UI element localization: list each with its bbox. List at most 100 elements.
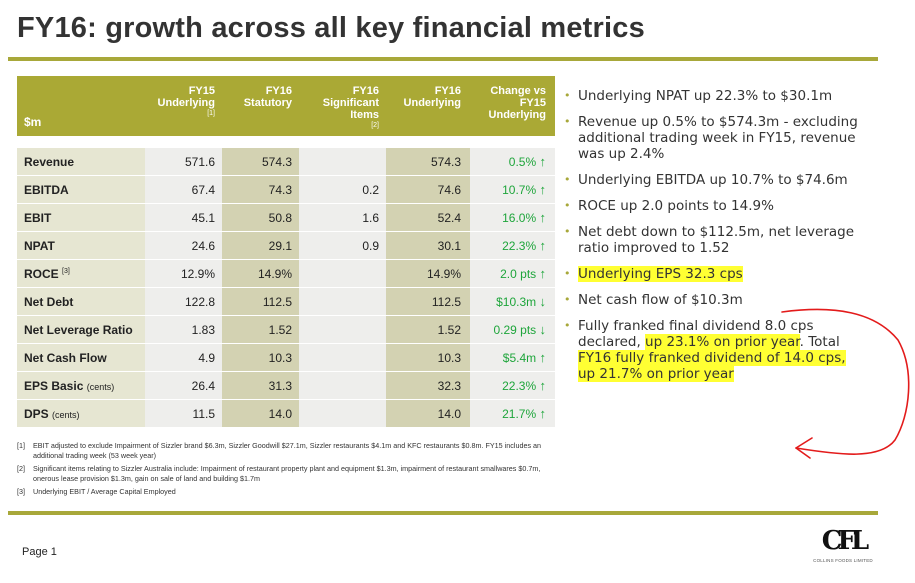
table-row: Net Leverage Ratio 1.83 1.52 1.52 0.29 pts ↓	[17, 315, 555, 344]
cell-fy15-underlying: 122.8	[145, 287, 222, 316]
cell-fy16-underlying: 32.3	[386, 371, 470, 400]
cell-fy16-significant-items	[299, 259, 386, 288]
row-label: EBIT	[17, 203, 145, 232]
cell-change: 16.0% ↑	[470, 203, 555, 232]
bottom-divider	[8, 511, 878, 515]
annotation-arrowhead	[795, 437, 813, 459]
cell-fy16-statutory: 10.3	[222, 343, 299, 372]
point-text: Revenue up 0.5% to $574.3m - excluding a…	[578, 114, 858, 162]
row-label: NPAT	[17, 231, 145, 260]
table-row: EBITDA 67.4 74.3 0.2 74.6 10.7% ↑	[17, 175, 555, 204]
cell-fy16-underlying: 574.3	[386, 148, 470, 176]
key-point-item: Underlying EPS 32.3 cps	[563, 266, 863, 282]
table-row: Net Debt 122.8 112.5 112.5 $10.3m ↓	[17, 287, 555, 316]
cell-fy15-underlying: 26.4	[145, 371, 222, 400]
row-label: DPS (cents)	[17, 399, 145, 428]
cell-fy16-statutory: 29.1	[222, 231, 299, 260]
cell-change: 22.3% ↑	[470, 371, 555, 400]
key-point-item: ROCE up 2.0 points to 14.9%	[563, 198, 863, 214]
cell-fy16-underlying: 10.3	[386, 343, 470, 372]
cell-fy16-significant-items	[299, 315, 386, 344]
table-row: Net Cash Flow 4.9 10.3 10.3 $5.4m ↑	[17, 343, 555, 372]
footnote: [1] EBIT adjusted to exclude Impairment o…	[17, 441, 542, 460]
cell-fy15-underlying: 1.83	[145, 315, 222, 344]
table-row: ROCE [3] 12.9% 14.9% 14.9% 2.0 pts ↑	[17, 259, 555, 288]
footnote: [3] Underlying EBIT / Average Capital Emp…	[17, 487, 176, 496]
table-row: Revenue 571.6 574.3 574.3 0.5% ↑	[17, 148, 555, 176]
point-text: Fully franked final dividend 8.0 cps dec…	[578, 318, 814, 350]
financial-table: $m FY15 Underlying [1] FY16 Statutory FY1…	[17, 76, 555, 428]
cell-fy16-statutory: 14.0	[222, 399, 299, 428]
arrow-down-icon: ↓	[539, 322, 547, 337]
footnote: [2] Significant items relating to Sizzler…	[17, 464, 541, 483]
cell-change: 22.3% ↑	[470, 231, 555, 260]
key-points-list: Underlying NPAT up 22.3% to $30.1m Revenu…	[563, 88, 863, 392]
point-text: . Total	[799, 334, 840, 350]
col-header-change: Change vs FY15 Underlying	[470, 76, 555, 136]
cell-fy16-statutory: 31.3	[222, 371, 299, 400]
cell-fy16-underlying: 14.9%	[386, 259, 470, 288]
cell-fy15-underlying: 4.9	[145, 343, 222, 372]
row-label: Net Cash Flow	[17, 343, 145, 372]
key-point-item: Underlying EBITDA up 10.7% to $74.6m	[563, 172, 863, 188]
cell-fy16-underlying: 1.52	[386, 315, 470, 344]
table-row: DPS (cents) 11.5 14.0 14.0 21.7% ↑	[17, 399, 555, 428]
col-header-fy15-underlying: FY15 Underlying [1]	[145, 76, 222, 136]
cell-fy16-significant-items	[299, 371, 386, 400]
cell-fy16-underlying: 14.0	[386, 399, 470, 428]
cell-change: 21.7% ↑	[470, 399, 555, 428]
cell-change: 10.7% ↑	[470, 175, 555, 204]
top-divider	[8, 57, 878, 61]
arrow-up-icon: ↑	[539, 210, 547, 225]
arrow-up-icon: ↑	[539, 238, 547, 253]
row-label: Revenue	[17, 148, 145, 176]
row-label: EPS Basic (cents)	[17, 371, 145, 400]
cell-fy16-significant-items	[299, 343, 386, 372]
col-header-fy16-underlying: FY16 Underlying	[386, 76, 470, 136]
cell-change: 2.0 pts ↑	[470, 259, 555, 288]
row-label: Net Debt	[17, 287, 145, 316]
arrow-up-icon: ↑	[539, 154, 547, 169]
cell-fy16-significant-items: 1.6	[299, 203, 386, 232]
point-text: Net cash flow of $10.3m	[578, 292, 743, 308]
logo-text: COLLINS FOODS LIMITED	[813, 558, 873, 563]
cell-fy16-statutory: 112.5	[222, 287, 299, 316]
arrow-up-icon: ↑	[539, 378, 547, 393]
cell-fy15-underlying: 12.9%	[145, 259, 222, 288]
arrow-up-icon: ↑	[539, 406, 547, 421]
cell-fy16-underlying: 112.5	[386, 287, 470, 316]
cell-fy16-significant-items: 0.9	[299, 231, 386, 260]
point-text: Underlying EBITDA up 10.7% to $74.6m	[578, 172, 848, 188]
cell-change: 0.29 pts ↓	[470, 315, 555, 344]
col-header-fy16-statutory: FY16 Statutory	[222, 76, 299, 136]
arrow-up-icon: ↑	[539, 182, 547, 197]
cell-fy15-underlying: 571.6	[145, 148, 222, 176]
key-point-item: Net cash flow of $10.3m	[563, 292, 863, 308]
key-point-item: Revenue up 0.5% to $574.3m - excluding a…	[563, 114, 863, 162]
row-label: ROCE [3]	[17, 259, 145, 288]
cell-fy16-significant-items	[299, 287, 386, 316]
table-spacer	[17, 136, 555, 148]
table-header-row: $m FY15 Underlying [1] FY16 Statutory FY1…	[17, 76, 555, 136]
table-corner-label: $m	[17, 76, 145, 136]
page-number: Page 1	[22, 546, 57, 558]
cell-fy16-underlying: 30.1	[386, 231, 470, 260]
key-point-item: Fully franked final dividend 8.0 cps dec…	[563, 318, 863, 382]
key-point-item: Net debt down to $112.5m, net leverage r…	[563, 224, 863, 256]
footnotes: [1] EBIT adjusted to exclude Impairment o…	[17, 441, 557, 500]
point-text: Underlying NPAT up 22.3% to $30.1m	[578, 88, 833, 104]
cell-fy16-significant-items	[299, 148, 386, 176]
cell-fy16-statutory: 50.8	[222, 203, 299, 232]
cell-fy15-underlying: 67.4	[145, 175, 222, 204]
cell-fy16-underlying: 74.6	[386, 175, 470, 204]
arrow-up-icon: ↑	[539, 350, 547, 365]
logo-mark: CFL	[821, 526, 869, 556]
cell-fy16-significant-items	[299, 399, 386, 428]
row-label: EBITDA	[17, 175, 145, 204]
annotation-curve	[781, 308, 910, 455]
cell-fy16-statutory: 74.3	[222, 175, 299, 204]
cell-fy16-statutory: 574.3	[222, 148, 299, 176]
highlighted-text: Underlying EPS 32.3 cps	[578, 266, 743, 282]
col-header-fy16-significant-items: FY16 Significant Items [2]	[299, 76, 386, 136]
